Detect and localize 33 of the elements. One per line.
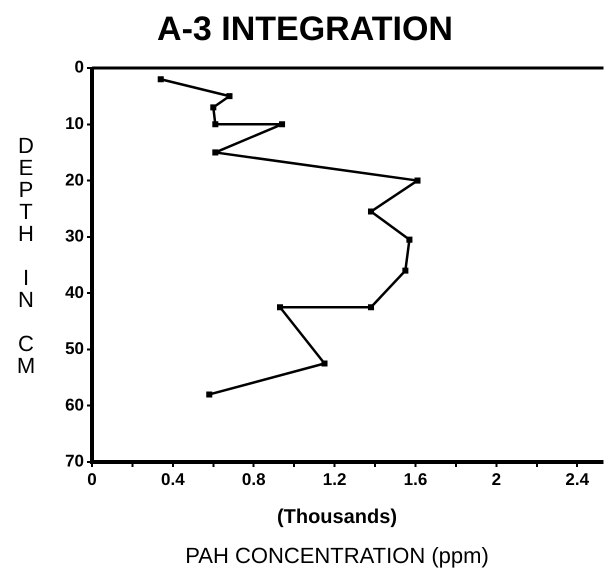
point	[212, 121, 218, 128]
x-tick-label: 1.6	[404, 470, 428, 489]
y-tick-label: 50	[65, 339, 84, 358]
y-tick-label: 40	[65, 282, 84, 302]
x-tick-label: 1.2	[322, 470, 346, 489]
x-tick-label: 2.4	[565, 470, 590, 489]
x-tick-label: 0.8	[242, 470, 266, 489]
point	[277, 304, 284, 310]
x-axis-title: PAH CONCENTRATION (ppm)	[184, 543, 490, 569]
point	[210, 104, 216, 110]
point	[212, 149, 218, 156]
y-tick-label: 30	[65, 226, 84, 246]
y-tick-label: 10	[65, 114, 84, 133]
y-tick-label: 70	[65, 452, 84, 471]
point	[321, 360, 328, 367]
text: DEPTH IN CM	[16, 133, 36, 378]
y-tick-label: 60	[65, 395, 84, 414]
point	[368, 304, 374, 310]
chart-title: A-3 INTEGRATION	[156, 10, 454, 49]
point	[206, 391, 212, 398]
x-tick-label: 2	[492, 470, 502, 489]
point	[158, 76, 164, 82]
y-tick-label: 20	[65, 170, 84, 190]
point	[368, 208, 374, 215]
point	[279, 121, 286, 128]
point	[402, 268, 408, 274]
x-tick-label: 0	[87, 470, 97, 489]
point	[226, 93, 232, 100]
point	[414, 178, 421, 184]
x-tick-label: 0.4	[161, 470, 186, 489]
text: (Thousands)	[276, 506, 398, 529]
y-tick-label: 0	[74, 58, 84, 77]
point	[406, 236, 412, 243]
